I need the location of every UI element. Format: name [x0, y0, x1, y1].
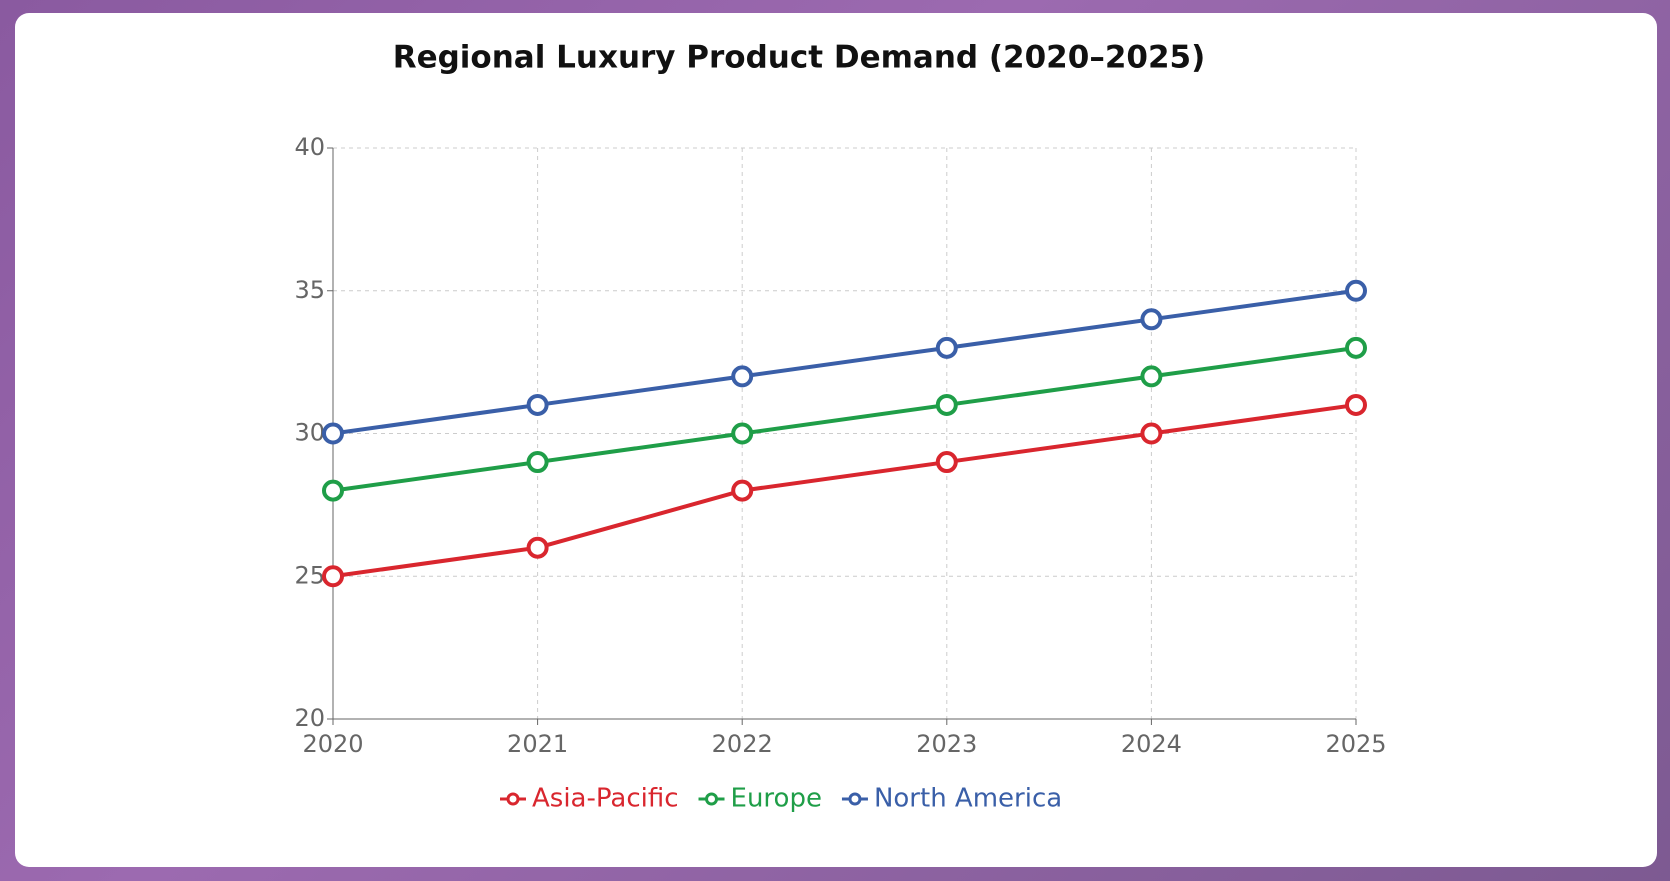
point — [1140, 308, 1163, 331]
point — [731, 479, 754, 502]
chart-title: Regional Luxury Product Demand (2020–202… — [393, 40, 1206, 76]
series-line — [332, 288, 1357, 436]
point — [731, 422, 754, 445]
point — [1140, 422, 1163, 445]
legend-marker — [506, 792, 520, 806]
x-tick-label: 2021 — [507, 730, 568, 758]
point — [1345, 279, 1367, 302]
card — [15, 13, 1657, 867]
point — [322, 422, 344, 445]
y-tick-label: 25 — [294, 561, 325, 589]
series-line — [332, 402, 1357, 579]
point — [1345, 393, 1367, 416]
y-tick-label: 30 — [294, 419, 325, 447]
series-line — [332, 345, 1357, 493]
x-tick-label: 2020 — [302, 730, 363, 758]
point — [935, 336, 958, 359]
y-tick-label: 35 — [294, 276, 325, 304]
point — [731, 365, 754, 388]
point — [935, 393, 958, 416]
x-tick-label: 2023 — [916, 730, 977, 758]
x-tick-label: 2022 — [712, 730, 773, 758]
point — [322, 565, 344, 588]
point — [526, 536, 549, 559]
legend-marker — [705, 792, 719, 806]
legend-label: North America — [874, 784, 1062, 814]
point — [1345, 336, 1367, 359]
y-tick-label: 20 — [294, 704, 325, 732]
point — [935, 451, 958, 474]
x-tick-label: 2024 — [1121, 730, 1182, 758]
x-tick-label: 2025 — [1325, 730, 1386, 758]
point — [1140, 365, 1163, 388]
point — [526, 451, 549, 474]
legend-label: Europe — [731, 784, 822, 814]
point — [322, 479, 344, 502]
point — [526, 393, 549, 416]
legend-marker — [848, 792, 862, 806]
y-tick-label: 40 — [294, 133, 325, 161]
legend-label: Asia-Pacific — [532, 784, 679, 814]
